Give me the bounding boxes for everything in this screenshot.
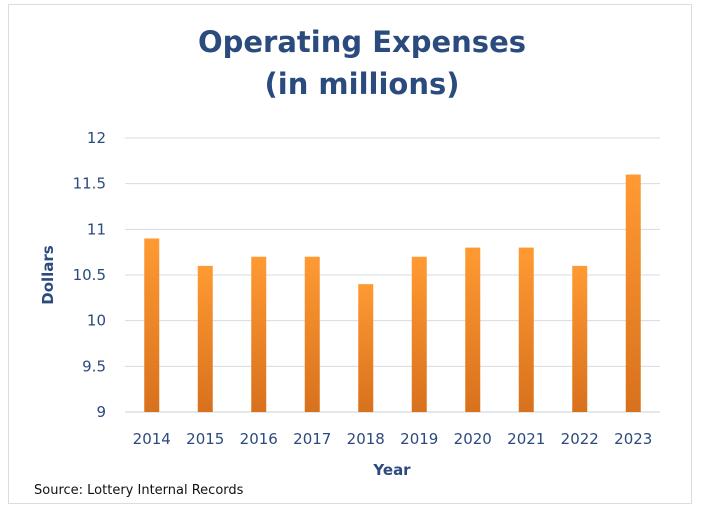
bar-2014 bbox=[144, 238, 160, 412]
y-tick-labels: 9 9.5 10 10.5 11 11.5 12 bbox=[73, 129, 106, 421]
x-tick-label: 2017 bbox=[293, 430, 331, 448]
gridlines bbox=[125, 137, 660, 413]
x-tick-label: 2020 bbox=[454, 430, 492, 448]
bar-2021 bbox=[518, 247, 534, 412]
y-axis-title: Dollars bbox=[39, 245, 57, 305]
y-tick-label: 12 bbox=[87, 129, 106, 147]
x-tick-label: 2022 bbox=[561, 430, 599, 448]
x-tick-label: 2023 bbox=[614, 430, 652, 448]
x-tick-label: 2016 bbox=[240, 430, 278, 448]
x-axis-title: Year bbox=[372, 461, 411, 479]
bar-2023 bbox=[625, 174, 641, 412]
chart-title-line-2: (in millions) bbox=[265, 67, 460, 101]
bar-2020 bbox=[465, 247, 481, 412]
y-tick-label: 11 bbox=[87, 220, 106, 238]
y-tick-label: 10 bbox=[87, 312, 106, 330]
x-tick-label: 2021 bbox=[507, 430, 545, 448]
bar-2022 bbox=[572, 265, 588, 412]
y-tick-label: 9 bbox=[96, 403, 106, 421]
bar-2017 bbox=[304, 256, 320, 412]
bar-2019 bbox=[411, 256, 427, 412]
x-tick-label: 2015 bbox=[186, 430, 224, 448]
y-tick-label: 10.5 bbox=[73, 266, 106, 284]
chart-title-line-1: Operating Expenses bbox=[198, 25, 526, 59]
source-note: Source: Lottery Internal Records bbox=[34, 483, 244, 498]
bar-2015 bbox=[197, 265, 213, 412]
bar-2018 bbox=[358, 284, 374, 412]
x-tick-labels: 2014 2015 2016 2017 2018 2019 2020 2021 2022 2023 bbox=[133, 430, 653, 448]
x-tick-label: 2018 bbox=[347, 430, 385, 448]
y-tick-label: 9.5 bbox=[82, 357, 106, 375]
bars bbox=[144, 174, 641, 412]
y-tick-label: 11.5 bbox=[73, 175, 106, 193]
x-tick-label: 2019 bbox=[400, 430, 438, 448]
bar-2016 bbox=[251, 256, 267, 412]
x-tick-label: 2014 bbox=[133, 430, 171, 448]
chart-frame bbox=[8, 4, 692, 504]
